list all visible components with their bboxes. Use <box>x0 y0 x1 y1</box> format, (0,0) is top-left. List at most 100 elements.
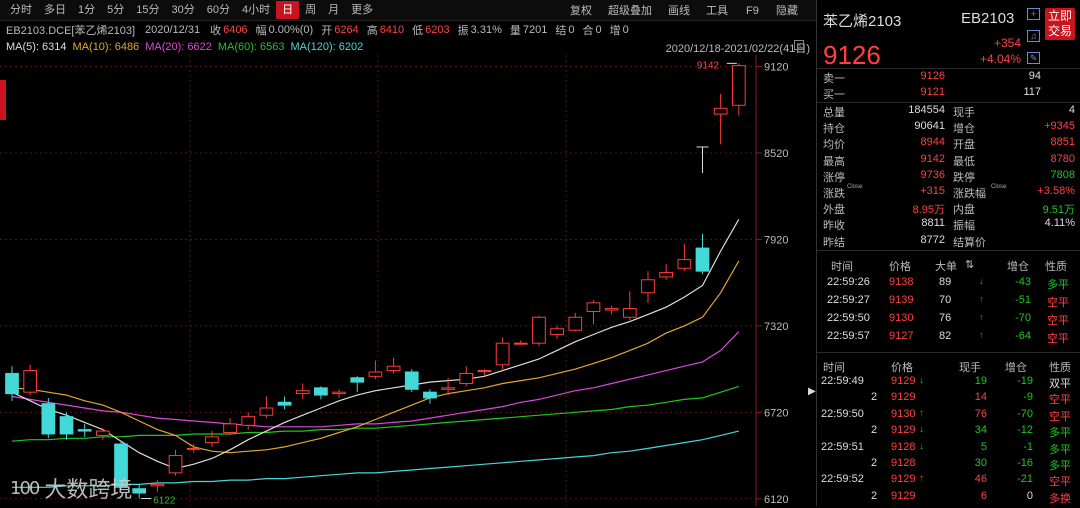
period-tab[interactable]: 30分 <box>171 4 195 16</box>
arrow-down-icon: ↓ <box>919 375 924 386</box>
stat-label: 均价 <box>823 139 845 152</box>
tick-inc: -1 <box>1023 440 1033 453</box>
period-tab[interactable]: 更多 <box>351 4 374 16</box>
tick-volume: 34 <box>974 424 987 437</box>
tool-button[interactable]: F9 <box>746 5 759 17</box>
y-tick-label: 6120 <box>764 494 788 506</box>
tick-inc: -70 <box>1017 407 1033 420</box>
watermark-logo: 100 <box>10 477 40 499</box>
tool-button[interactable]: 隐藏 <box>776 5 798 17</box>
period-tab[interactable]: 1分 <box>78 4 96 16</box>
add-icon[interactable]: + <box>1027 8 1040 20</box>
collapse-arrow-icon[interactable]: ▶ <box>808 386 816 397</box>
edit-icon[interactable]: ✎ <box>1027 52 1040 64</box>
candle-body <box>223 423 237 434</box>
arrow-up-icon: ↑ <box>919 473 924 485</box>
tick-price: 9129 <box>891 424 916 437</box>
ma120-line <box>12 430 739 488</box>
tool-button[interactable]: 复权 <box>570 5 592 17</box>
ma-legend-item: MA(60): 6563 <box>217 41 285 53</box>
sell1-row: 卖一 9126 94 <box>817 70 1080 87</box>
tick-nature: 空平 <box>1049 476 1071 489</box>
stat-value: 9.51万 <box>1042 204 1075 217</box>
price-change-pct: +4.04% <box>979 52 1021 66</box>
candle-body <box>513 342 528 345</box>
trade-now-button[interactable]: 立即交易 <box>1045 8 1075 40</box>
big-trade-header: 时间 <box>831 261 853 273</box>
big-trade-header: 价格 <box>889 261 911 273</box>
stat-value: 9142 <box>920 152 945 165</box>
stat-label: 内盘 <box>953 204 975 217</box>
stat-label: 持仓 <box>823 123 845 136</box>
ma-legend: MA(5): 6314 MA(10): 6486 MA(20): 6622 MA(60… <box>0 39 816 55</box>
tick-volume: 30 <box>974 457 987 469</box>
candlestick-chart[interactable]: 9120 8520 7920 7320 6720 6120 9142 6122 <box>0 55 816 506</box>
big-trade-row: 22:59:26 9138 89 ↓ -43 多平 <box>817 276 1080 294</box>
sell1-label: 卖一 <box>823 73 845 85</box>
big-trade-header: 性质 <box>1045 261 1067 273</box>
period-tab[interactable]: 5分 <box>107 4 125 16</box>
candle-body <box>622 308 637 318</box>
tick-volume: 6 <box>980 489 987 502</box>
period-tab[interactable]: 15分 <box>136 4 160 16</box>
tick-volume: 5 <box>980 440 987 453</box>
tick-nature: 多平 <box>1049 443 1071 456</box>
stat-label: 最高 <box>823 155 845 168</box>
tick-time: 2 <box>871 424 878 437</box>
candle-body <box>5 372 19 395</box>
stat-value: 184554 <box>908 104 945 116</box>
stat-sup: Close <box>991 184 1007 190</box>
period-tab[interactable]: 多日 <box>44 4 66 16</box>
ma-legend-item: MA(5): 6314 <box>6 41 67 53</box>
stat-row: 昨收 8811 振幅 4.11% <box>817 217 1080 234</box>
candle-body <box>677 259 692 269</box>
candle-body <box>604 308 619 311</box>
date-range-label: 2020/12/18-2021/02/22(41日) <box>665 43 810 55</box>
y-tick-label: 7920 <box>764 234 788 246</box>
settle-label: 结 <box>555 25 567 37</box>
contract-name: 苯乙烯2103 <box>823 13 902 30</box>
period-tab[interactable]: 周 <box>305 4 317 16</box>
stat-value: 4 <box>1068 104 1075 116</box>
tool-button[interactable]: 画线 <box>668 5 690 17</box>
candle-body <box>59 416 74 435</box>
tick-header: 性质 <box>1049 362 1071 374</box>
sell1-volume: 94 <box>1028 70 1041 82</box>
stat-value: 8944 <box>920 136 945 149</box>
period-tab[interactable]: 月 <box>328 4 340 16</box>
stat-sup: Close <box>847 184 863 190</box>
trade-inc: -64 <box>1015 330 1031 342</box>
period-tab[interactable]: 60分 <box>206 4 230 16</box>
period-tab[interactable]: 分时 <box>10 4 32 16</box>
tick-price: 9129 <box>891 473 916 486</box>
sort-icon[interactable]: ⇅ <box>965 259 975 271</box>
stat-label: 最低 <box>953 155 975 168</box>
period-tab[interactable]: 日 <box>276 1 300 19</box>
alert-bell-icon[interactable]: ♫ <box>1027 30 1040 42</box>
left-edge-marker <box>0 80 6 120</box>
stat-row: 涨停 9736 跌停 7808 <box>817 169 1080 186</box>
candle-body <box>713 107 728 115</box>
buy1-volume: 117 <box>1023 86 1041 98</box>
candle-body <box>659 272 674 278</box>
ma-legend-item: MA(120): 6202 <box>290 41 364 53</box>
candle-body <box>368 371 383 377</box>
last-price: 9126 <box>823 40 881 70</box>
y-tick-label: 9120 <box>764 62 788 74</box>
tick-header: 增仓 <box>1005 362 1027 374</box>
tick-row: 2 9129 ↓ 34 -12 多平 <box>817 424 1080 442</box>
ma5-line <box>11 219 740 470</box>
tick-inc: -16 <box>1017 457 1033 469</box>
tick-time: 2 <box>871 391 878 404</box>
tick-time: 22:59:51 <box>821 440 864 453</box>
arrow-down-icon: ↓ <box>919 440 924 452</box>
swing-value: 3.31% <box>470 24 502 36</box>
stat-value: +3.58% <box>1037 185 1075 197</box>
tool-button[interactable]: 工具 <box>706 5 728 17</box>
oi-label: 合 <box>582 25 594 37</box>
period-tab[interactable]: 4小时 <box>242 4 271 16</box>
tool-button[interactable]: 超级叠加 <box>608 5 652 17</box>
open-value: 6264 <box>334 24 359 36</box>
close-icon[interactable]: × <box>794 40 804 50</box>
